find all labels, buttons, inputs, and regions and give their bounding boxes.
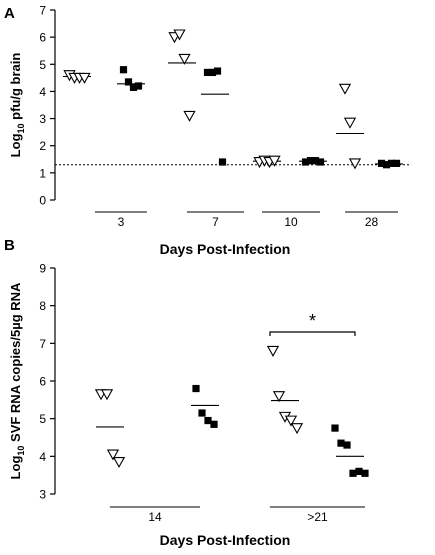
data-point-square: [355, 467, 363, 475]
y-tick-label: 3: [39, 112, 46, 126]
data-point-square: [203, 68, 212, 77]
y-label-rest: SVF RNA copies/5µg RNA: [8, 282, 23, 446]
data-point-square: [134, 82, 143, 90]
data-point-square: [382, 161, 391, 169]
y-tick-label: 9: [39, 262, 46, 276]
data-point-triangle: [266, 345, 280, 357]
x-axis-label: Days Post-Infection: [160, 532, 291, 548]
data-point-square: [210, 420, 218, 428]
data-point-square: [387, 159, 396, 167]
x-tick-label: >21: [307, 510, 328, 524]
data-point-square: [337, 439, 345, 447]
data-point-square: [316, 158, 325, 166]
x-tick-label: 3: [118, 215, 125, 229]
data-point-triangle: [100, 389, 114, 401]
significance-bracket: [269, 331, 356, 337]
data-point-triangle: [112, 457, 126, 469]
data-point-square: [124, 78, 133, 86]
y-tick-label: 4: [39, 450, 46, 464]
x-tick-label: 14: [148, 510, 162, 524]
panel-label: A: [4, 5, 15, 22]
significance-star: *: [309, 311, 316, 331]
y-tick-label: 5: [39, 412, 46, 426]
x-tick-label: 10: [284, 215, 298, 229]
data-point-triangle: [173, 29, 186, 41]
y-label-sub: 10: [16, 446, 26, 456]
x-tick-label: 28: [365, 215, 379, 229]
panel-b: B 3 4 5 6 7 8 9 Log10 SVF RNA copies/5µg RNA 14 >2…: [4, 237, 369, 548]
y-axis-label: Log10 pfu/g brain: [8, 53, 26, 158]
data-point-triangle: [284, 415, 298, 427]
y-label-main: Log: [8, 133, 23, 157]
y-tick-label: 6: [39, 375, 46, 389]
data-point-triangle: [348, 158, 362, 170]
y-tick-label: 7: [39, 4, 46, 18]
y-tick-label: 4: [39, 85, 46, 99]
data-point-square: [192, 384, 200, 393]
panel-label: B: [4, 237, 15, 254]
y-tick-label: 5: [39, 58, 46, 72]
data-point-triangle: [183, 110, 196, 122]
y-tick-label: 6: [39, 31, 46, 45]
y-tick-label: 2: [39, 139, 46, 153]
y-label-rest: pfu/g brain: [8, 53, 23, 124]
data-point-triangle: [178, 53, 191, 65]
data-point-square: [306, 157, 315, 165]
data-point-square: [301, 158, 310, 166]
y-tick-label: 3: [39, 488, 46, 502]
x-axis-label: Days Post-Infection: [160, 241, 291, 257]
data-point-square: [331, 424, 339, 432]
data-point-square: [349, 469, 357, 477]
y-axis-label: Log10 SVF RNA copies/5µg RNA: [8, 282, 26, 479]
y-tick-label: 8: [39, 299, 46, 313]
data-point-triangle: [78, 72, 91, 84]
x-tick-label: 7: [212, 215, 219, 229]
data-point-square: [343, 441, 351, 449]
y-tick-label: 1: [39, 166, 46, 180]
data-point-square: [311, 157, 320, 165]
data-point-square: [218, 158, 227, 166]
data-point-square: [208, 68, 217, 77]
data-point-triangle: [343, 117, 357, 129]
y-tick-label: 0: [39, 194, 46, 208]
data-point-square: [198, 409, 206, 417]
data-point-square: [361, 469, 369, 477]
data-point-triangle: [106, 449, 120, 461]
data-point-triangle: [338, 83, 352, 95]
data-point-square: [119, 66, 128, 74]
data-point-triangle: [290, 423, 304, 435]
data-point-square: [377, 159, 386, 167]
data-point-triangle: [272, 391, 286, 403]
y-tick-label: 7: [39, 337, 46, 351]
data-point-triangle: [268, 155, 281, 167]
data-point-square: [213, 67, 222, 75]
y-label-sub: 10: [16, 123, 26, 133]
y-label-main: Log: [8, 456, 23, 480]
data-point-square: [129, 83, 138, 91]
data-point-square: [204, 416, 212, 425]
data-point-square: [392, 159, 401, 167]
